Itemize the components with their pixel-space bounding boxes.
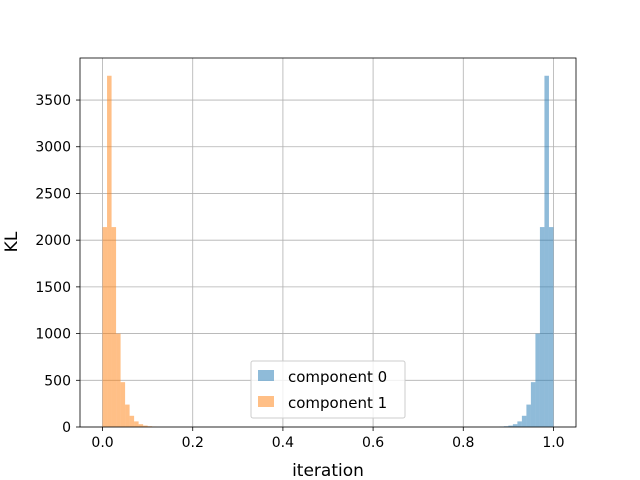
histogram-bar xyxy=(539,227,545,427)
x-tick-label: 0.0 xyxy=(91,435,113,451)
histogram-bar xyxy=(120,382,126,427)
histogram-bar xyxy=(530,382,536,427)
histogram-bar xyxy=(138,424,144,427)
x-axis-title: iteration xyxy=(292,461,364,480)
histogram-bar xyxy=(526,404,531,427)
histogram-bar xyxy=(125,404,130,427)
histogram-bars xyxy=(102,75,554,428)
histogram-bar xyxy=(116,333,121,427)
histogram-bar xyxy=(508,425,513,427)
legend-label-component-0: component 0 xyxy=(288,368,387,386)
legend: component 0 component 1 xyxy=(250,360,406,419)
histogram-bar xyxy=(102,227,108,427)
plot-frame xyxy=(79,57,577,428)
y-axis-title: KL xyxy=(2,231,22,252)
histogram-bar xyxy=(111,227,117,427)
histogram-bar xyxy=(143,425,148,427)
histogram-bar xyxy=(521,415,527,427)
axis-ticks: 0.0 0.2 0.4 0.6 0.8 1.0 0 500 1000 1500 2000 2500 30… xyxy=(35,93,564,451)
histogram-bar xyxy=(134,421,139,427)
histogram-bar xyxy=(535,333,540,427)
histogram-bar xyxy=(512,424,518,427)
y-tick-label: 0 xyxy=(62,420,71,436)
legend-swatch-component-1 xyxy=(258,396,274,407)
x-tick-label: 0.4 xyxy=(272,435,294,451)
legend-swatch-component-0 xyxy=(258,370,274,381)
y-tick-label: 500 xyxy=(44,373,71,389)
y-tick-label: 3500 xyxy=(35,93,71,109)
x-tick-label: 0.6 xyxy=(362,435,384,451)
histogram-bar xyxy=(129,415,135,427)
y-tick-label: 1000 xyxy=(35,327,71,343)
y-tick-label: 2500 xyxy=(35,186,71,202)
x-tick-label: 1.0 xyxy=(542,435,564,451)
histogram-bar xyxy=(517,421,522,427)
y-tick-label: 3000 xyxy=(35,140,71,156)
x-tick-label: 0.2 xyxy=(182,435,204,451)
series-0-bars xyxy=(499,75,554,428)
histogram-bar xyxy=(107,75,112,428)
histogram-bar xyxy=(544,75,549,428)
series-1-bars xyxy=(102,75,157,428)
x-tick-label: 0.8 xyxy=(452,435,474,451)
legend-box xyxy=(250,360,406,419)
legend-label-component-1: component 1 xyxy=(288,394,387,412)
histogram-bar xyxy=(548,227,554,427)
y-tick-label: 2000 xyxy=(35,233,71,249)
y-tick-label: 1500 xyxy=(35,280,71,296)
